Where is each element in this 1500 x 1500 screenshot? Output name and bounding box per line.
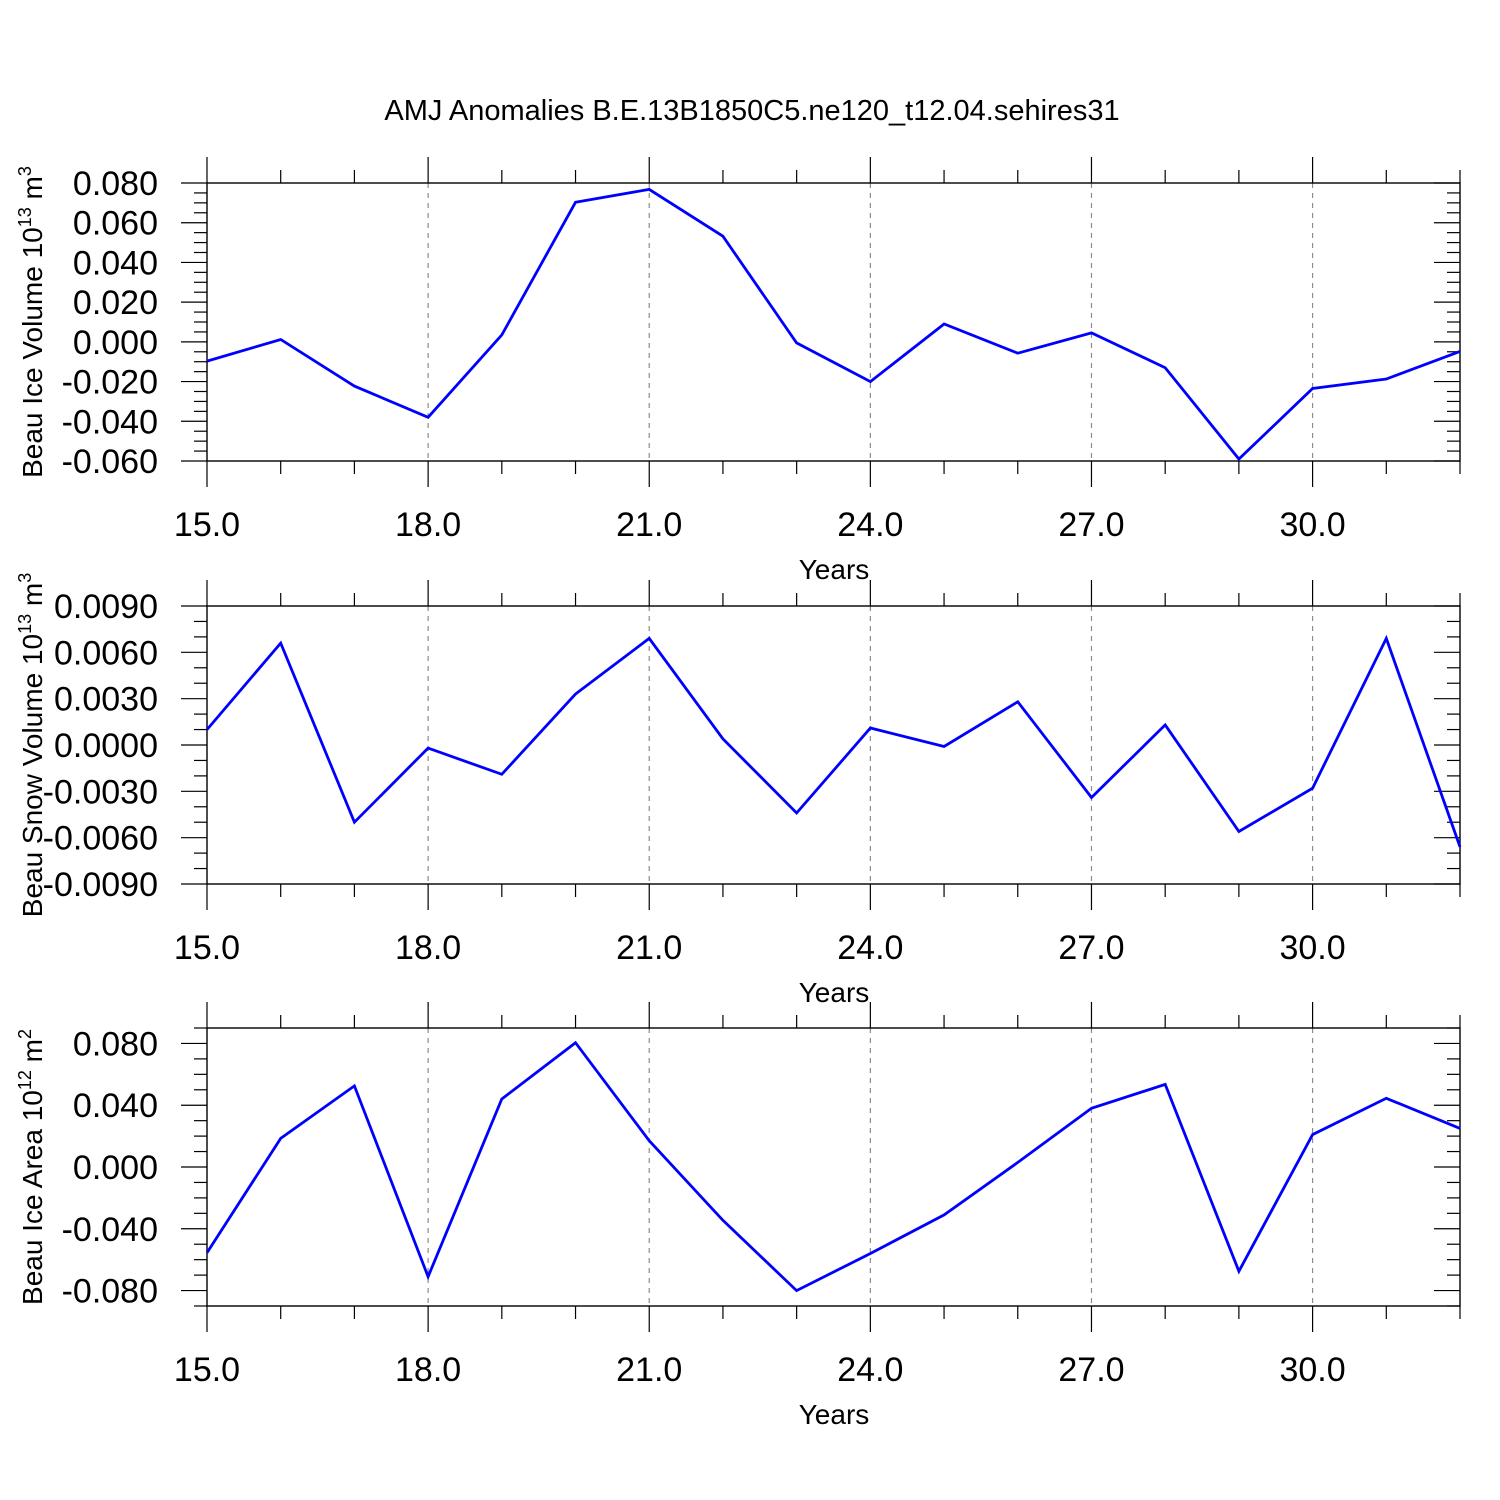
y-tick-label: -0.040 — [62, 1211, 158, 1249]
y-tick-label: 0.020 — [73, 284, 158, 322]
y-tick-label: 0.040 — [73, 1087, 158, 1125]
y-tick-label: 0.040 — [73, 244, 158, 282]
y-tick-label: -0.040 — [62, 403, 158, 441]
series-line — [206, 187, 1461, 462]
x-tick-label: 24.0 — [837, 929, 903, 967]
y-tick-label: -0.0060 — [43, 820, 158, 858]
panel-1: 15.0 18.0 21.0 24.0 27.0 30.00.0800.0600.0400… — [15, 157, 1461, 585]
x-tick-label: 24.0 — [837, 506, 903, 544]
x-tick-label: 30.0 — [1279, 929, 1345, 967]
x-tick-label: 21.0 — [616, 506, 682, 544]
y-tick-label: 0.000 — [73, 1149, 158, 1187]
x-tick-label: 18.0 — [395, 1351, 461, 1389]
y-tick-label: 0.0000 — [54, 727, 158, 765]
x-tick-label: 15.0 — [174, 929, 240, 967]
y-tick-label: 0.0030 — [54, 681, 158, 719]
y-tick-label: -0.020 — [62, 364, 158, 402]
y-axis-label: Beau Ice Volume 1013 m3 — [15, 166, 48, 478]
y-tick-label: -0.0030 — [43, 773, 158, 811]
figure-title: AMJ Anomalies B.E.13B1850C5.ne120_t12.04… — [384, 95, 1119, 127]
x-tick-label: 21.0 — [616, 929, 682, 967]
y-tick-label: 0.0090 — [54, 588, 158, 626]
x-tick-label: 15.0 — [174, 506, 240, 544]
y-tick-label: -0.060 — [62, 443, 158, 481]
x-tick-label: 15.0 — [174, 1351, 240, 1389]
y-tick-label: 0.000 — [73, 324, 158, 362]
y-tick-label: 0.0060 — [54, 634, 158, 672]
x-tick-label: 27.0 — [1058, 929, 1124, 967]
x-tick-label: 18.0 — [395, 506, 461, 544]
x-tick-label: 18.0 — [395, 929, 461, 967]
x-tick-label: 24.0 — [837, 1351, 903, 1389]
x-axis-label: Years — [799, 1399, 870, 1430]
panels: 15.0 18.0 21.0 24.0 27.0 30.00.0800.0600.0400… — [15, 157, 1462, 1430]
panel-2: 15.0 18.0 21.0 24.0 27.0 30.0 0.0090 0.0060 0.00… — [15, 573, 1462, 1008]
x-tick-label: 27.0 — [1058, 506, 1124, 544]
y-tick-label: -0.0090 — [43, 866, 158, 904]
x-axis-label: Years — [799, 977, 870, 1008]
y-tick-label: 0.060 — [73, 205, 158, 243]
series-line — [205, 634, 1462, 848]
y-tick-label: 0.080 — [73, 165, 158, 203]
panel-3: 15.0 18.0 21.0 24.0 27.0 30.0 0.080 0.040 0.000 -… — [15, 1002, 1461, 1430]
y-tick-label: 0.080 — [73, 1025, 158, 1063]
y-axis-label: Beau Ice Area 1012 m2 — [15, 1029, 48, 1305]
x-tick-label: 21.0 — [616, 1351, 682, 1389]
y-axis-label: Beau Snow Volume 1013 m3 — [15, 573, 48, 917]
x-axis-label: Years — [799, 554, 870, 585]
x-tick-label: 27.0 — [1058, 1351, 1124, 1389]
y-tick-label: -0.080 — [62, 1273, 158, 1311]
x-tick-label: 30.0 — [1279, 1351, 1345, 1389]
series-line — [205, 1040, 1461, 1293]
x-tick-label: 30.0 — [1279, 506, 1345, 544]
